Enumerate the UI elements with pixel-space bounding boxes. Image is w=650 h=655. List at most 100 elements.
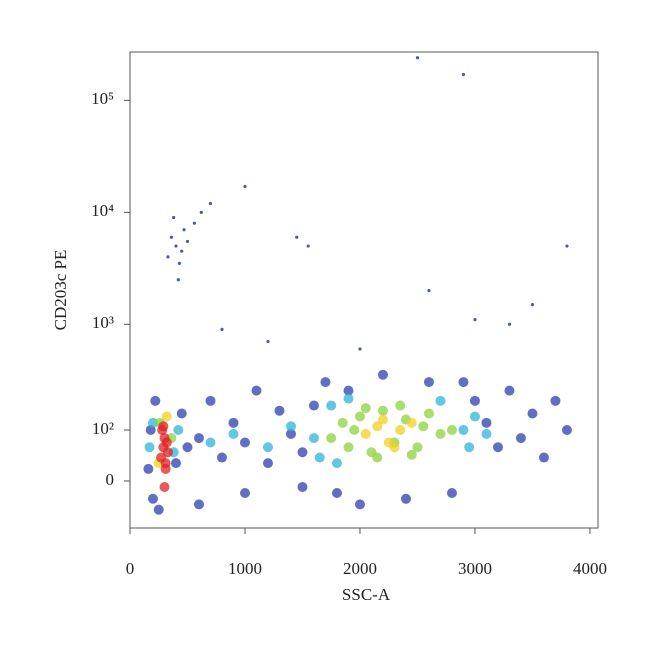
y-tick-label: 0 bbox=[106, 470, 115, 489]
data-point bbox=[360, 403, 371, 414]
data-point bbox=[337, 417, 348, 428]
data-point bbox=[262, 442, 273, 453]
data-point bbox=[216, 452, 227, 463]
data-point bbox=[239, 487, 250, 498]
data-point bbox=[162, 447, 173, 458]
data-point bbox=[193, 433, 204, 444]
data-point bbox=[320, 377, 331, 388]
data-point bbox=[354, 411, 365, 422]
x-tick-label: 3000 bbox=[458, 559, 492, 578]
data-point bbox=[251, 385, 262, 396]
data-point bbox=[160, 458, 171, 469]
data-point bbox=[143, 463, 154, 474]
data-point bbox=[389, 442, 400, 453]
data-point bbox=[469, 395, 480, 406]
data-point bbox=[159, 482, 170, 493]
data-point bbox=[297, 447, 308, 458]
data-point bbox=[473, 318, 477, 322]
y-tick-label: 10³ bbox=[92, 313, 114, 332]
data-point bbox=[199, 210, 203, 214]
data-point bbox=[527, 408, 538, 419]
data-point bbox=[228, 417, 239, 428]
data-point bbox=[161, 411, 172, 422]
data-point bbox=[295, 235, 299, 239]
x-axis-title: SSC-A bbox=[342, 585, 391, 604]
y-tick-label: 10⁵ bbox=[91, 89, 114, 108]
data-point bbox=[314, 452, 325, 463]
data-point bbox=[205, 395, 216, 406]
data-point bbox=[169, 235, 173, 239]
y-tick-label: 10² bbox=[92, 419, 114, 438]
y-axis-title: CD203c PE bbox=[51, 250, 70, 331]
data-point bbox=[423, 377, 434, 388]
data-point bbox=[172, 215, 176, 220]
data-point bbox=[415, 56, 420, 60]
data-point bbox=[504, 385, 515, 396]
data-point bbox=[461, 72, 466, 77]
data-point bbox=[262, 458, 273, 469]
data-point bbox=[180, 249, 184, 253]
data-point bbox=[192, 221, 196, 225]
data-point bbox=[308, 433, 319, 444]
data-point bbox=[492, 442, 503, 453]
data-point bbox=[170, 458, 181, 469]
data-point bbox=[306, 244, 310, 248]
data-point bbox=[372, 452, 383, 463]
data-point bbox=[173, 424, 184, 435]
data-point bbox=[427, 289, 431, 293]
data-point bbox=[469, 411, 480, 422]
data-point bbox=[150, 395, 161, 406]
data-point bbox=[446, 424, 457, 435]
x-tick-label: 1000 bbox=[228, 559, 262, 578]
data-point bbox=[147, 417, 158, 428]
data-point bbox=[274, 405, 285, 416]
y-tick-label: 10⁴ bbox=[91, 201, 114, 220]
x-tick-label: 2000 bbox=[343, 559, 377, 578]
data-point bbox=[354, 499, 365, 510]
data-point bbox=[147, 493, 158, 504]
data-point bbox=[360, 428, 371, 439]
data-point bbox=[176, 408, 187, 419]
data-point bbox=[458, 424, 469, 435]
data-point bbox=[458, 377, 469, 388]
plot-frame bbox=[129, 51, 599, 529]
data-point bbox=[166, 255, 170, 259]
data-point bbox=[144, 442, 155, 453]
data-point bbox=[343, 442, 354, 453]
data-point bbox=[343, 385, 354, 396]
data-point bbox=[481, 428, 492, 439]
data-point bbox=[400, 493, 411, 504]
data-point bbox=[435, 428, 446, 439]
data-point bbox=[326, 433, 337, 444]
data-point bbox=[285, 421, 296, 432]
data-point bbox=[185, 239, 190, 244]
data-point bbox=[395, 424, 406, 435]
data-point bbox=[464, 442, 475, 453]
data-point bbox=[326, 400, 337, 411]
data-point bbox=[243, 184, 247, 189]
data-point bbox=[239, 437, 250, 448]
data-point bbox=[395, 400, 406, 411]
data-point bbox=[182, 228, 186, 232]
data-point bbox=[297, 482, 308, 493]
data-point bbox=[266, 339, 270, 344]
data-point bbox=[423, 408, 434, 419]
data-point bbox=[377, 414, 388, 425]
data-point bbox=[565, 244, 569, 248]
data-point bbox=[550, 395, 561, 406]
data-point bbox=[412, 442, 423, 453]
data-point bbox=[507, 322, 512, 326]
data-point bbox=[481, 417, 492, 428]
data-point bbox=[158, 421, 169, 432]
data-point bbox=[343, 393, 354, 404]
data-point bbox=[561, 424, 572, 435]
data-point bbox=[331, 487, 342, 498]
data-point bbox=[208, 201, 213, 206]
data-point bbox=[406, 449, 417, 460]
data-point bbox=[446, 487, 457, 498]
data-point bbox=[228, 428, 239, 439]
data-point bbox=[515, 433, 526, 444]
data-point bbox=[285, 428, 296, 439]
data-point bbox=[153, 504, 164, 515]
data-point bbox=[358, 347, 362, 351]
